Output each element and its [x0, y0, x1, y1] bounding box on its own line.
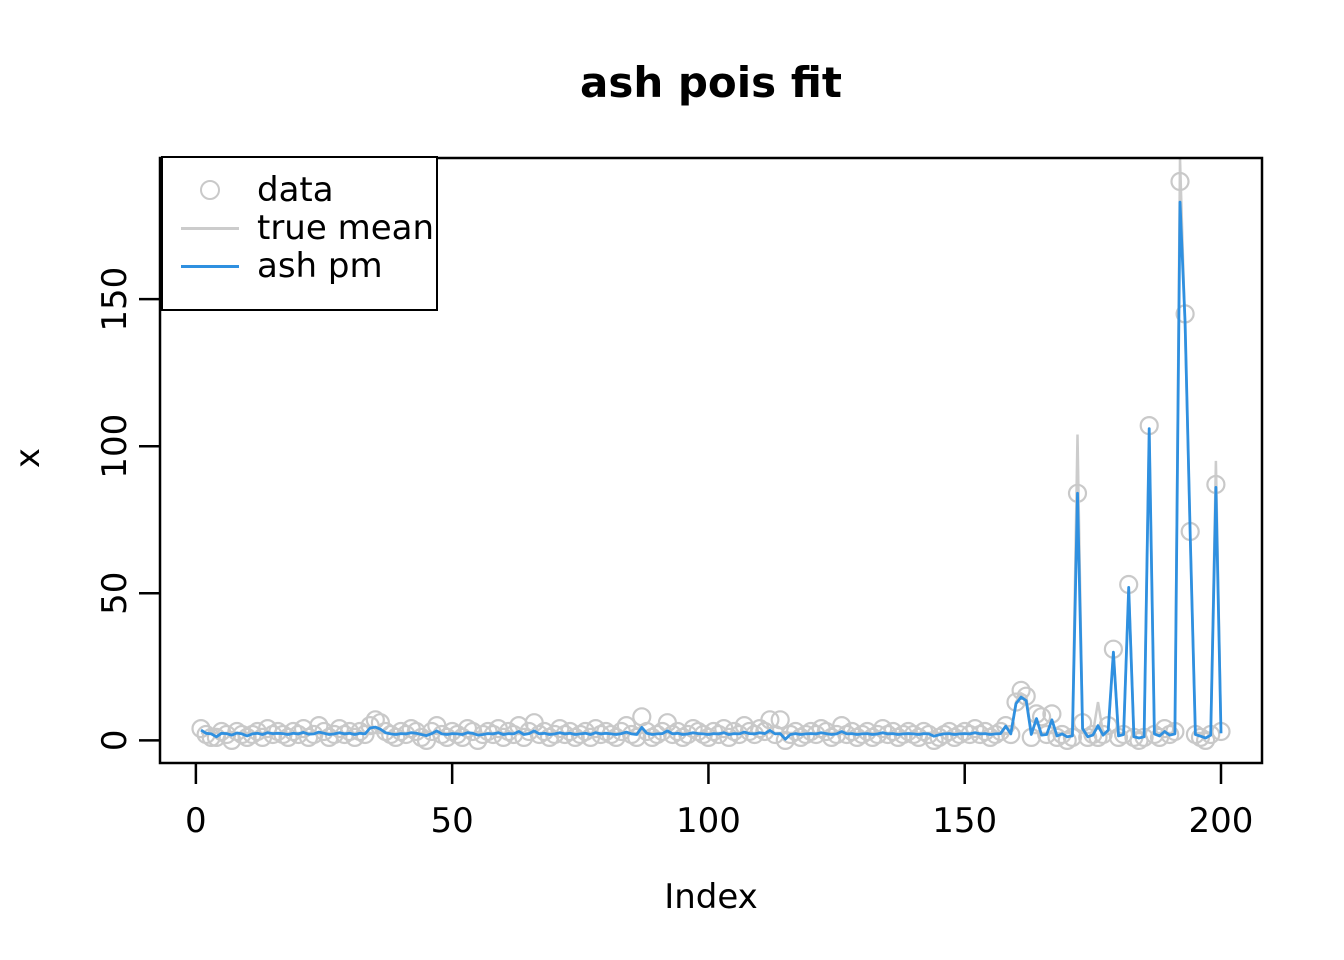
x-axis: 0 50 100 150 200	[185, 763, 1253, 841]
data-point	[975, 721, 995, 742]
data-point	[939, 721, 959, 742]
x-tick-label: 50	[431, 801, 474, 841]
data-point	[698, 727, 719, 748]
data-point	[785, 721, 806, 742]
x-tick-label: 0	[185, 801, 207, 841]
data-point	[309, 715, 329, 736]
legend-item-data: data	[163, 171, 436, 209]
data-point	[437, 727, 457, 748]
data-point	[883, 721, 903, 742]
data-point	[493, 727, 513, 748]
plot-title: ash pois fit	[579, 58, 843, 107]
data-point-marker	[200, 180, 220, 200]
data-point	[345, 727, 365, 748]
series-group	[191, 158, 1231, 751]
y-tick-label: 50	[95, 572, 135, 615]
data-point	[1031, 707, 1052, 727]
data-point	[1154, 718, 1175, 739]
x-tick-label: 100	[676, 801, 741, 841]
data-point	[770, 710, 790, 730]
data-point	[1195, 730, 1216, 751]
ash-pm-line	[200, 200, 1223, 741]
x-tick-label: 200	[1189, 801, 1254, 841]
legend-item-ash-pm: ash pm	[163, 247, 436, 285]
data-point	[627, 727, 647, 748]
legend-label-data: data	[257, 170, 334, 210]
y-axis: 0 50 100 150	[95, 267, 160, 751]
data-point	[278, 727, 298, 748]
y-tick-label: 0	[95, 730, 135, 752]
data-point	[1052, 724, 1072, 745]
legend-marker-true-mean	[163, 226, 257, 230]
ash-pm-line-marker	[181, 264, 239, 268]
y-axis-label: x	[8, 447, 48, 469]
data-points	[191, 171, 1231, 751]
x-tick-label: 150	[932, 801, 997, 841]
true-mean-line-marker	[181, 226, 239, 230]
data-point	[550, 718, 570, 739]
legend-marker-ash-pm	[163, 264, 257, 268]
data-point	[560, 721, 580, 742]
y-tick-label: 150	[95, 267, 135, 332]
data-point	[965, 718, 985, 739]
y-tick-label: 100	[95, 414, 135, 479]
data-point	[873, 718, 893, 739]
data-point	[1170, 171, 1190, 192]
legend-item-true-mean: true mean	[163, 209, 436, 247]
legend-marker-data	[163, 180, 257, 200]
plot-frame	[158, 156, 1264, 765]
legend-label-true-mean: true mean	[257, 208, 435, 248]
data-point	[719, 727, 739, 748]
data-point	[329, 718, 349, 739]
data-point	[386, 727, 406, 748]
legend-label-ash-pm: ash pm	[257, 246, 383, 286]
x-axis-label: Index	[664, 877, 758, 917]
data-point	[201, 727, 221, 748]
legend: data true mean ash pm	[161, 156, 438, 311]
